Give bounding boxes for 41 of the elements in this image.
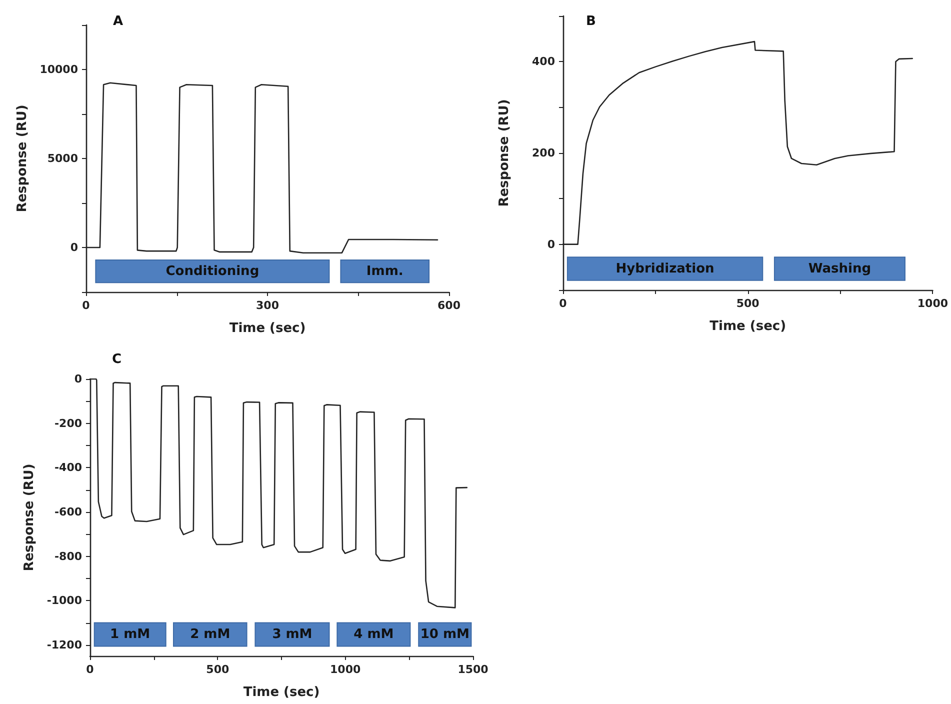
x-tick-label: 0 xyxy=(559,297,568,310)
y-axis-title: Response (RU) xyxy=(14,104,30,212)
x-tick-label: 300 xyxy=(256,299,280,312)
band-label: 1 mM xyxy=(110,627,150,642)
band-label: 2 mM xyxy=(190,627,230,642)
y-tick-label: 0 xyxy=(74,372,82,386)
y-tick-label: -1200 xyxy=(46,638,82,652)
chart-title: B xyxy=(586,14,596,29)
y-tick-label: -800 xyxy=(54,550,82,563)
x-tick-label: 1000 xyxy=(917,297,948,310)
band-label: Conditioning xyxy=(166,264,260,279)
x-axis-title: Time (sec) xyxy=(710,319,786,334)
y-tick-label: -400 xyxy=(54,461,82,474)
x-tick-label: 1000 xyxy=(330,663,361,676)
x-tick-label: 500 xyxy=(206,663,230,676)
y-tick-label: -200 xyxy=(54,416,82,430)
band-label: Hybridization xyxy=(616,261,714,276)
band-label: Imm. xyxy=(366,264,404,279)
x-tick-label: 1500 xyxy=(458,663,489,676)
band-label: 4 mM xyxy=(354,627,394,642)
x-tick-label: 600 xyxy=(438,299,461,312)
y-tick-label: 0 xyxy=(70,241,78,254)
y-axis-title: Response (RU) xyxy=(22,464,37,572)
x-axis-title: Time (sec) xyxy=(229,321,306,336)
y-tick-label: -600 xyxy=(54,505,82,518)
x-tick-label: 500 xyxy=(736,297,760,310)
chart-title: C xyxy=(112,352,122,367)
y-tick-label: -1000 xyxy=(46,594,82,608)
y-axis-title: Response (RU) xyxy=(497,99,512,207)
band-label: 10 mM xyxy=(420,627,470,642)
x-tick-label: 0 xyxy=(86,663,94,676)
y-tick-label: 0 xyxy=(547,238,556,251)
y-tick-label: 200 xyxy=(532,146,556,160)
x-tick-label: 0 xyxy=(82,299,90,312)
y-tick-label: 10000 xyxy=(40,63,78,76)
chart-title: A xyxy=(113,14,124,29)
band-label: 3 mM xyxy=(272,627,312,642)
x-axis-title: Time (sec) xyxy=(243,685,320,700)
band-label: Washing xyxy=(808,261,872,276)
y-tick-label: 400 xyxy=(532,55,556,68)
y-tick-label: 5000 xyxy=(47,152,78,165)
